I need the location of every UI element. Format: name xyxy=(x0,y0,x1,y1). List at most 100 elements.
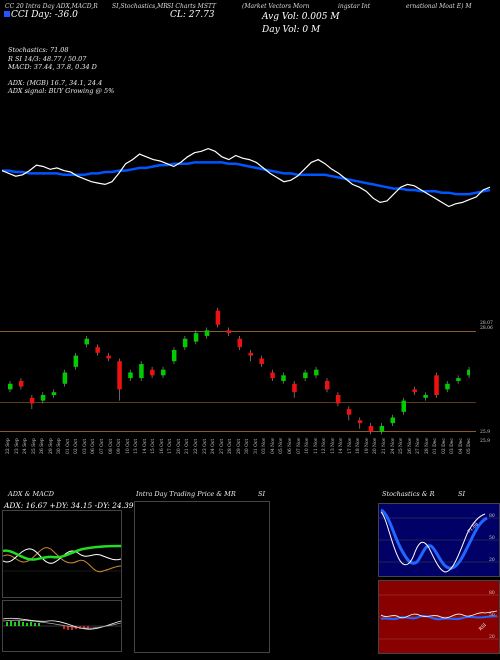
date-label: 23 Sep xyxy=(14,438,20,454)
candle-body xyxy=(303,372,308,379)
candle-body xyxy=(237,338,243,348)
candle-body xyxy=(423,395,428,398)
rsi-tick-80: 80 xyxy=(489,591,495,596)
date-label: 24 Oct xyxy=(211,438,217,454)
date-label: 22 Sep xyxy=(6,438,11,454)
date-label: 25 Sep xyxy=(31,438,37,454)
stat-adx: ADX: (MGB) 16.7, 34.1, 24.4 xyxy=(8,79,103,87)
date-label: 05 Nov xyxy=(279,437,285,454)
candle-body xyxy=(346,409,352,415)
price-ma-chart xyxy=(1,147,491,208)
avg-volume: Avg Vol: 0.005 M xyxy=(262,12,340,22)
date-label: 22 Oct xyxy=(194,438,199,454)
candle-body xyxy=(467,369,470,376)
date-label: 26 Nov xyxy=(407,437,413,454)
date-label: 04 Dec xyxy=(458,438,464,454)
candle-body xyxy=(117,361,122,390)
date-label: 14 Nov xyxy=(339,437,345,454)
candle-body xyxy=(259,358,264,365)
date-label: 10 Oct xyxy=(125,438,131,454)
stoch-tick-20: 20 xyxy=(489,558,495,563)
candle-body xyxy=(215,310,221,325)
date-label: 02 Oct xyxy=(74,438,80,454)
adx-lines xyxy=(3,544,121,573)
candle-body xyxy=(95,347,100,353)
date-label: 07 Oct xyxy=(100,438,105,454)
candle-body xyxy=(40,395,46,401)
date-label: 10 Nov xyxy=(305,437,311,454)
date-label: 01 Dec xyxy=(433,438,439,454)
intraday-panel-title: Intra Day Trading Price & MR xyxy=(136,490,236,498)
candle-body xyxy=(8,383,13,390)
intraday-chart-box xyxy=(134,501,270,653)
date-label: 17 Nov xyxy=(347,437,353,454)
rsi-tick-20: 20 xyxy=(489,635,495,640)
candle-body xyxy=(379,425,385,432)
stoch-rsi-panel: Stochastics & R SI 80 50 20 71.08 80 50 … xyxy=(376,488,500,660)
stoch-lines xyxy=(379,508,499,573)
date-label: 19 Nov xyxy=(364,437,370,454)
moving-average-line xyxy=(2,161,491,196)
candle-body xyxy=(150,369,155,376)
date-label: 03 Oct xyxy=(82,438,88,454)
price-level-line-mid xyxy=(0,402,476,403)
candle-body xyxy=(390,417,396,424)
date-axis: 22 Sep 23 Sep 24 Sep 25 Sep 26 Sep 29 Sep 30 S… xyxy=(0,437,480,472)
candle-body xyxy=(292,383,297,393)
date-label: 13 Nov xyxy=(330,437,336,454)
candle-body xyxy=(445,383,450,390)
candle-body xyxy=(456,378,461,381)
candle-body xyxy=(171,350,177,362)
legend-square-icon xyxy=(4,11,10,17)
candle-body xyxy=(62,372,68,384)
candle-body xyxy=(139,364,144,379)
stoch-tick-50: 50 xyxy=(489,536,495,541)
stoch-panel-title: Stochastics & R xyxy=(382,490,435,498)
date-label: 29 Sep xyxy=(48,438,54,454)
adx-panel-title: ADX & MACD xyxy=(8,490,54,498)
date-label: 07 Nov xyxy=(296,437,302,454)
price-level-line-bottom xyxy=(0,431,476,432)
date-label: 28 Oct xyxy=(228,438,234,454)
date-label: 20 Nov xyxy=(373,437,379,454)
header-right1-text: (Market Vectors Morn xyxy=(242,3,310,10)
date-label: 25 Nov xyxy=(399,437,405,454)
stoch-tick-80: 80 xyxy=(489,514,495,519)
stat-macd: MACD: 37.44, 37.8, 0.34 D xyxy=(8,63,97,71)
date-label: 27 Nov xyxy=(416,437,422,454)
date-label: 24 Nov xyxy=(390,437,396,454)
date-label: 05 Dec xyxy=(467,438,473,454)
date-label: 27 Oct xyxy=(219,438,225,454)
stoch-subpanel: 80 50 20 71.08 xyxy=(378,503,500,577)
candle-body xyxy=(193,333,199,342)
header-right2-text: ingstar Int xyxy=(338,3,371,10)
date-label: 06 Oct xyxy=(91,438,97,454)
candle-body xyxy=(412,389,417,393)
date-label: 11 Nov xyxy=(313,437,319,454)
date-label: 26 Sep xyxy=(40,438,46,454)
macd-histogram xyxy=(3,617,121,630)
header-left-text: CC 20 Intra Day ADX,MACD,R xyxy=(5,3,98,10)
candle-body xyxy=(161,369,166,376)
date-label: 21 Nov xyxy=(382,437,387,454)
date-label: 18 Nov xyxy=(356,437,362,454)
rsi-lines xyxy=(379,594,499,640)
candle-body xyxy=(204,330,210,336)
date-label: 30 Sep xyxy=(57,438,63,454)
candle-body xyxy=(335,395,341,404)
price-level-line-top xyxy=(0,331,476,332)
date-label: 29 Oct xyxy=(236,438,242,454)
close-value: CL: 27.73 xyxy=(170,10,215,20)
candle-body xyxy=(29,397,35,404)
date-label: 23 Oct xyxy=(202,438,208,454)
intraday-panel: Intra Day Trading Price & MR SI xyxy=(130,488,370,660)
header-mid1-text: SI,Stochastics,MR xyxy=(112,3,168,10)
cci-value: CCI Day: -36.0 xyxy=(11,10,78,20)
date-label: 08 Oct xyxy=(108,438,114,454)
candle-body xyxy=(248,352,253,356)
price-label-top1: 28.07 xyxy=(480,321,493,326)
candle-body xyxy=(357,420,363,424)
candle-body xyxy=(106,355,111,359)
date-label: 09 Oct xyxy=(117,438,123,454)
candle-body xyxy=(434,375,439,395)
